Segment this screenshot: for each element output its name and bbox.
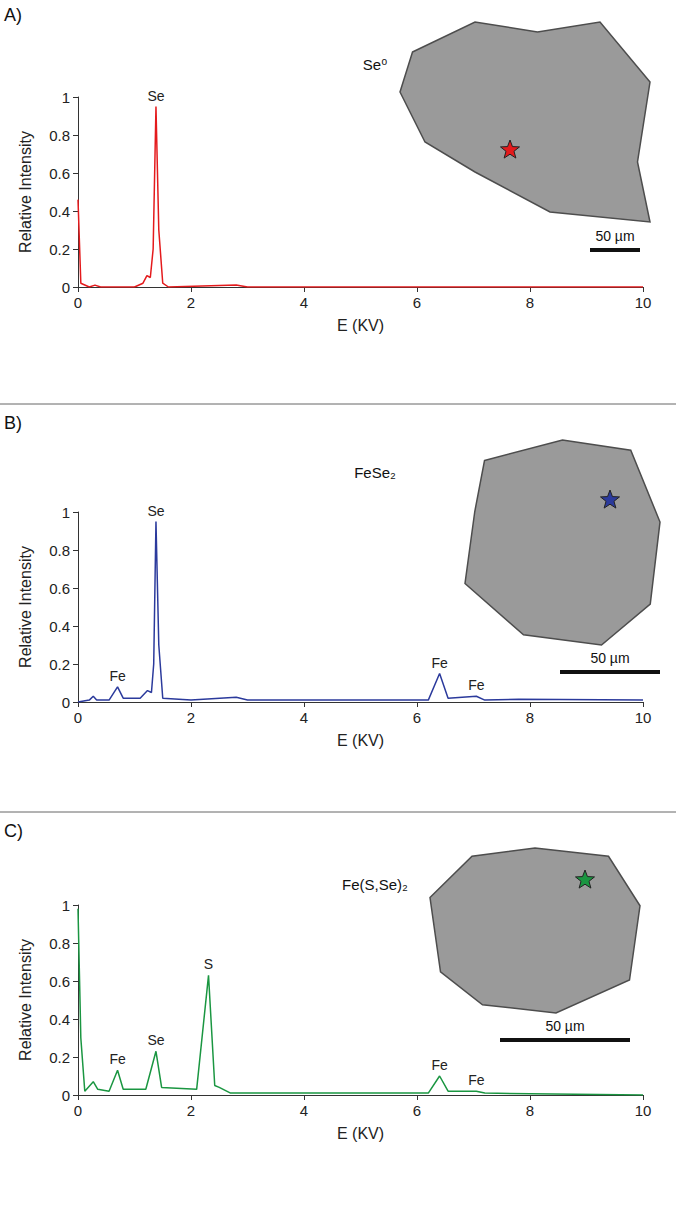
svg-text:C): C)	[4, 821, 23, 841]
svg-text:4: 4	[300, 709, 308, 726]
svg-text:0: 0	[62, 694, 70, 711]
svg-text:8: 8	[526, 294, 534, 311]
svg-text:2: 2	[187, 1102, 195, 1119]
svg-text:0.6: 0.6	[49, 973, 70, 990]
svg-text:E (KV): E (KV)	[337, 732, 384, 749]
svg-text:B): B)	[4, 413, 22, 433]
svg-text:0: 0	[74, 1102, 82, 1119]
svg-text:1: 1	[62, 504, 70, 521]
svg-text:A): A)	[4, 5, 22, 25]
svg-text:4: 4	[300, 1102, 308, 1119]
svg-text:FeSe₂: FeSe₂	[354, 464, 396, 481]
svg-text:0.8: 0.8	[49, 542, 70, 559]
svg-text:0.8: 0.8	[49, 127, 70, 144]
svg-text:Fe: Fe	[468, 677, 485, 693]
svg-text:Se: Se	[147, 1032, 164, 1048]
svg-text:E (KV): E (KV)	[337, 317, 384, 334]
svg-text:Relative Intensity: Relative Intensity	[17, 939, 34, 1061]
svg-text:0: 0	[74, 294, 82, 311]
svg-text:Relative Intensity: Relative Intensity	[17, 546, 34, 668]
svg-text:Relative Intensity: Relative Intensity	[17, 131, 34, 253]
svg-text:S: S	[204, 956, 213, 972]
svg-text:10: 10	[635, 709, 652, 726]
svg-text:0.4: 0.4	[49, 618, 70, 635]
svg-text:Fe: Fe	[431, 655, 448, 671]
svg-text:8: 8	[526, 709, 534, 726]
svg-text:6: 6	[413, 1102, 421, 1119]
svg-text:8: 8	[526, 1102, 534, 1119]
svg-text:0.6: 0.6	[49, 580, 70, 597]
svg-text:0: 0	[62, 279, 70, 296]
svg-text:4: 4	[300, 294, 308, 311]
svg-text:1: 1	[62, 897, 70, 914]
svg-text:6: 6	[413, 294, 421, 311]
svg-text:0.2: 0.2	[49, 656, 70, 673]
svg-text:Fe(S,Se)₂: Fe(S,Se)₂	[342, 876, 408, 893]
svg-text:0: 0	[62, 1087, 70, 1104]
svg-text:Se: Se	[147, 503, 164, 519]
svg-text:Se: Se	[147, 88, 164, 104]
svg-text:0.2: 0.2	[49, 241, 70, 258]
svg-text:0.6: 0.6	[49, 165, 70, 182]
svg-text:0.4: 0.4	[49, 203, 70, 220]
svg-text:1: 1	[62, 89, 70, 106]
svg-text:Se⁰: Se⁰	[363, 56, 387, 73]
svg-text:Fe: Fe	[109, 668, 126, 684]
svg-text:50 µm: 50 µm	[595, 228, 634, 244]
svg-text:0: 0	[74, 709, 82, 726]
svg-text:0.8: 0.8	[49, 935, 70, 952]
svg-text:10: 10	[635, 294, 652, 311]
svg-text:E (KV): E (KV)	[337, 1125, 384, 1142]
svg-text:2: 2	[187, 294, 195, 311]
svg-text:0.4: 0.4	[49, 1011, 70, 1028]
svg-text:Fe: Fe	[109, 1051, 126, 1067]
svg-text:10: 10	[635, 1102, 652, 1119]
svg-text:Fe: Fe	[468, 1072, 485, 1088]
svg-text:50 µm: 50 µm	[590, 650, 629, 666]
svg-text:2: 2	[187, 709, 195, 726]
svg-text:Fe: Fe	[431, 1057, 448, 1073]
svg-text:6: 6	[413, 709, 421, 726]
svg-text:0.2: 0.2	[49, 1049, 70, 1066]
svg-text:50 µm: 50 µm	[545, 1018, 584, 1034]
